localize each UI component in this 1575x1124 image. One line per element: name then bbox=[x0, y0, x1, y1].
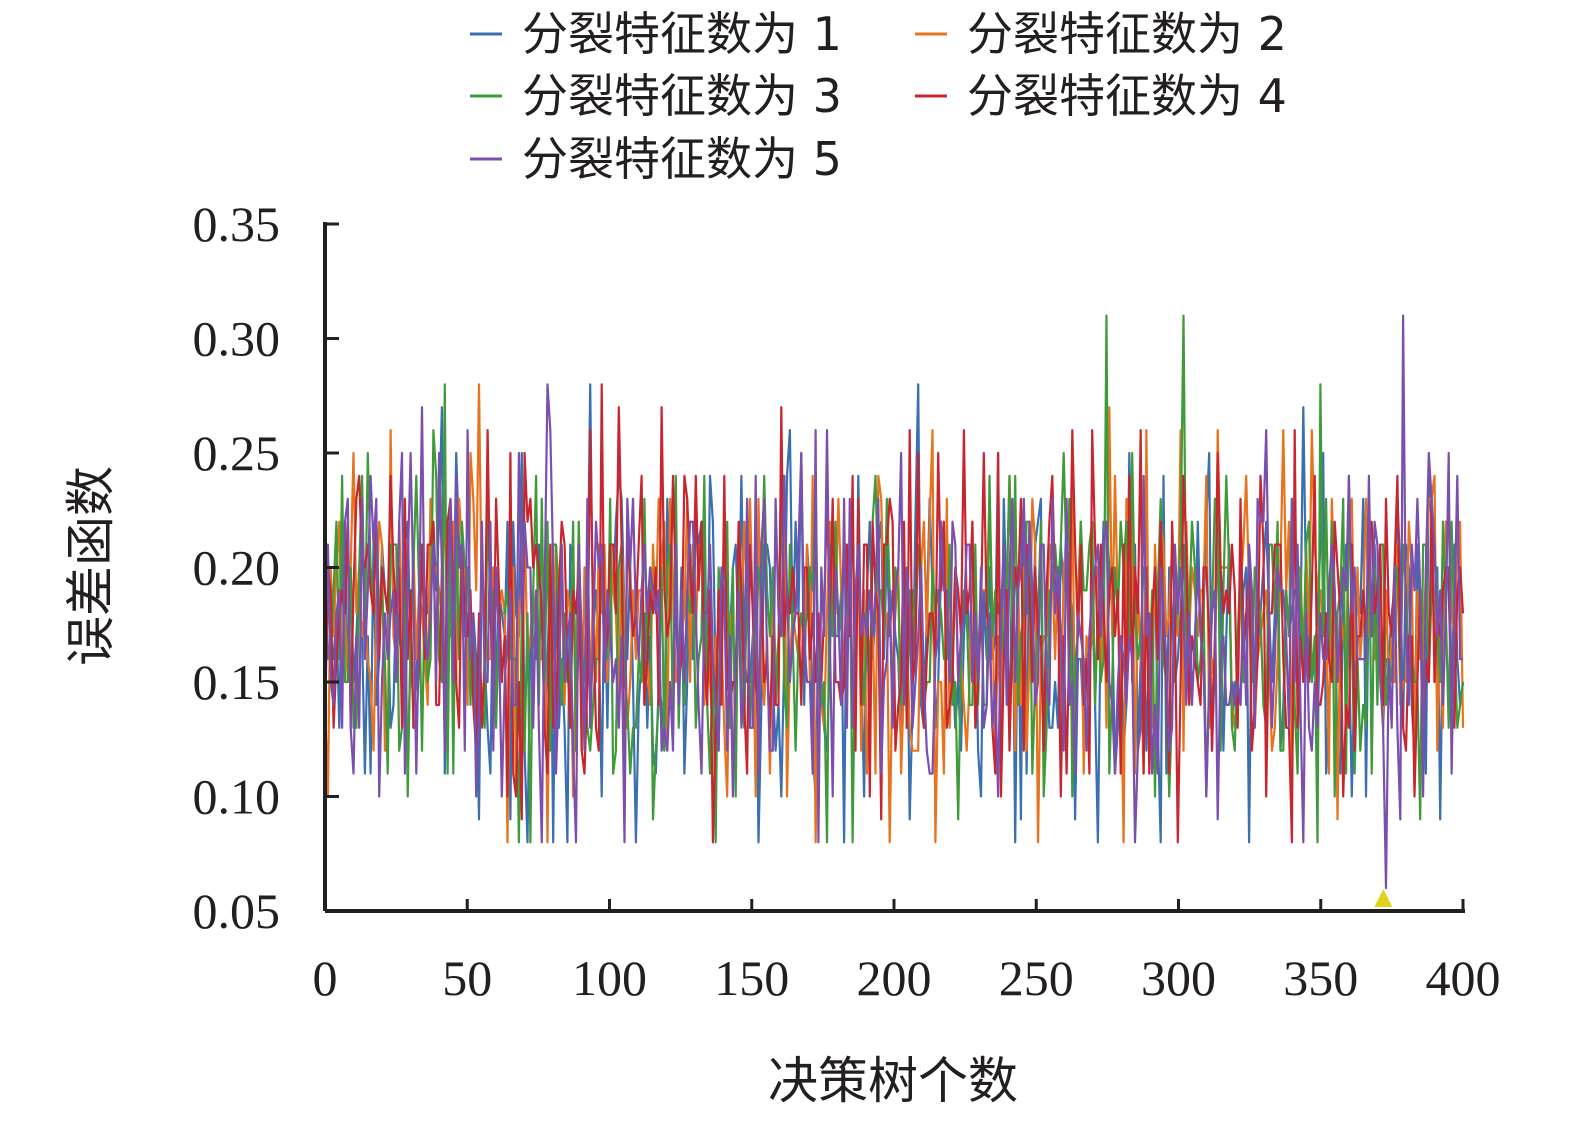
x-tick-label: 200 bbox=[857, 950, 932, 1006]
x-tick-label: 250 bbox=[999, 950, 1074, 1006]
legend-item-3: 分裂特征数为 3 bbox=[470, 69, 842, 123]
series-lines bbox=[323, 314, 1465, 890]
y-axis-title: 误差函数 bbox=[62, 466, 120, 666]
x-tick-label: 150 bbox=[714, 950, 789, 1006]
y-tick-label: 0.15 bbox=[193, 654, 281, 710]
x-tick-label: 400 bbox=[1426, 950, 1501, 1006]
legend-label: 分裂特征数为 4 bbox=[967, 69, 1287, 123]
y-tick-label: 0.05 bbox=[193, 883, 281, 939]
y-tick-label: 0.10 bbox=[193, 769, 281, 825]
legend-label: 分裂特征数为 5 bbox=[522, 132, 842, 186]
x-tick-label: 50 bbox=[442, 950, 492, 1006]
y-tick-label: 0.25 bbox=[193, 425, 281, 481]
legend-label: 分裂特征数为 1 bbox=[522, 7, 842, 61]
y-tick-label: 0.30 bbox=[193, 311, 281, 367]
x-tick-label: 100 bbox=[572, 950, 647, 1006]
legend-item-2: 分裂特征数为 2 bbox=[915, 7, 1287, 61]
minimum-marker bbox=[1374, 889, 1393, 907]
y-tick-label: 0.20 bbox=[193, 540, 281, 596]
y-tick-label: 0.35 bbox=[193, 196, 281, 252]
legend-item-4: 分裂特征数为 4 bbox=[915, 69, 1287, 123]
x-tick-label: 0 bbox=[313, 950, 338, 1006]
series-line-5 bbox=[323, 314, 1463, 890]
legend-item-1: 分裂特征数为 1 bbox=[470, 7, 842, 61]
legend-label: 分裂特征数为 3 bbox=[522, 69, 842, 123]
legend: 分裂特征数为 1 分裂特征数为 2 分裂特征数为 3 分裂特征数为 4 分裂特征数为 5 bbox=[470, 7, 1287, 186]
x-tick-label: 350 bbox=[1283, 950, 1358, 1006]
x-axis-title: 决策树个数 bbox=[768, 1052, 1018, 1110]
legend-label: 分裂特征数为 2 bbox=[967, 7, 1287, 61]
x-tick-label: 300 bbox=[1141, 950, 1216, 1006]
legend-item-5: 分裂特征数为 5 bbox=[470, 132, 842, 186]
ticks: 0 50 100 150 200 250 300 350 400 0.05 0.10 0.15 0.20… bbox=[193, 196, 1501, 1006]
